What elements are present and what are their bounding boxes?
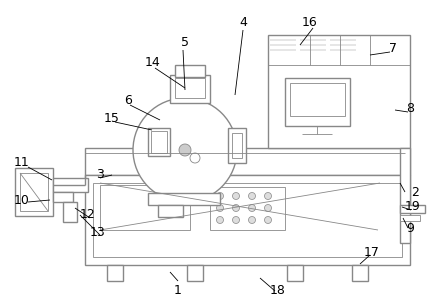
Bar xyxy=(287,265,303,281)
Circle shape xyxy=(232,204,239,212)
Bar xyxy=(228,128,246,163)
Bar xyxy=(170,75,210,103)
Bar xyxy=(158,205,183,217)
Circle shape xyxy=(249,193,255,200)
Circle shape xyxy=(265,216,272,224)
Bar xyxy=(268,35,410,148)
Text: 14: 14 xyxy=(145,55,161,69)
Bar xyxy=(352,265,368,281)
Text: 19: 19 xyxy=(405,200,421,213)
Bar xyxy=(93,183,402,257)
Bar xyxy=(15,168,53,216)
Bar xyxy=(20,173,48,211)
Bar xyxy=(290,83,345,116)
Bar xyxy=(53,192,73,202)
Bar xyxy=(85,175,410,265)
Circle shape xyxy=(217,204,224,212)
Text: 10: 10 xyxy=(14,194,30,206)
Bar xyxy=(53,178,88,192)
Bar xyxy=(175,65,205,77)
Bar xyxy=(175,78,205,98)
Text: 5: 5 xyxy=(181,36,189,48)
Text: 2: 2 xyxy=(411,185,419,198)
Bar xyxy=(107,265,123,281)
Circle shape xyxy=(217,216,224,224)
Text: 13: 13 xyxy=(90,225,106,238)
Bar xyxy=(148,193,220,205)
Circle shape xyxy=(179,144,191,156)
Circle shape xyxy=(232,193,239,200)
Bar xyxy=(285,78,350,126)
Circle shape xyxy=(249,216,255,224)
Circle shape xyxy=(133,98,237,202)
Bar xyxy=(100,185,190,230)
Bar xyxy=(63,202,77,222)
Circle shape xyxy=(249,204,255,212)
Bar xyxy=(187,265,203,281)
Bar xyxy=(400,148,410,243)
Text: 8: 8 xyxy=(406,101,414,114)
Circle shape xyxy=(265,204,272,212)
Text: 7: 7 xyxy=(389,42,397,54)
Bar xyxy=(151,131,167,153)
Text: 18: 18 xyxy=(270,284,286,297)
Text: 16: 16 xyxy=(302,15,318,29)
Text: 12: 12 xyxy=(80,209,96,222)
Circle shape xyxy=(232,216,239,224)
Circle shape xyxy=(265,193,272,200)
Circle shape xyxy=(217,193,224,200)
Text: 3: 3 xyxy=(96,169,104,182)
Text: 15: 15 xyxy=(104,111,120,125)
Text: 11: 11 xyxy=(14,157,30,169)
Text: 17: 17 xyxy=(364,246,380,259)
Text: 9: 9 xyxy=(406,222,414,234)
Bar xyxy=(210,187,285,230)
Bar xyxy=(85,148,410,175)
Text: 6: 6 xyxy=(124,94,132,107)
Circle shape xyxy=(190,153,200,163)
Text: 1: 1 xyxy=(174,284,182,297)
Bar xyxy=(148,128,170,156)
Bar xyxy=(400,205,425,213)
Bar xyxy=(232,133,242,158)
Text: 4: 4 xyxy=(239,15,247,29)
Bar xyxy=(400,215,420,221)
